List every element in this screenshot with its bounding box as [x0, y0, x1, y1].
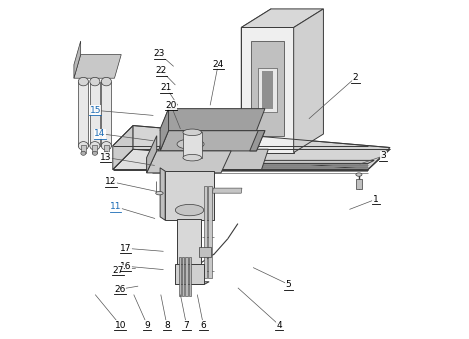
Ellipse shape — [183, 154, 202, 161]
Polygon shape — [147, 151, 231, 173]
Ellipse shape — [177, 139, 204, 149]
Polygon shape — [183, 132, 202, 158]
Polygon shape — [356, 179, 362, 189]
Polygon shape — [151, 160, 374, 163]
Ellipse shape — [101, 142, 112, 150]
Ellipse shape — [175, 204, 204, 216]
Polygon shape — [151, 171, 368, 172]
Text: 11: 11 — [110, 202, 121, 211]
Polygon shape — [133, 125, 390, 170]
Text: 23: 23 — [154, 49, 165, 58]
Polygon shape — [294, 9, 324, 153]
Polygon shape — [160, 108, 265, 131]
Polygon shape — [258, 68, 277, 112]
Polygon shape — [157, 136, 164, 170]
Text: 2: 2 — [353, 73, 358, 82]
Text: 12: 12 — [106, 177, 117, 186]
Text: 27: 27 — [112, 266, 123, 275]
Text: 13: 13 — [99, 153, 111, 162]
Polygon shape — [177, 219, 201, 274]
Text: 22: 22 — [156, 66, 167, 75]
Polygon shape — [199, 247, 211, 257]
Text: 26: 26 — [114, 285, 126, 294]
Text: 3: 3 — [380, 152, 386, 160]
Polygon shape — [185, 257, 188, 296]
Polygon shape — [175, 282, 209, 284]
Polygon shape — [74, 55, 121, 78]
Ellipse shape — [81, 151, 86, 155]
Polygon shape — [81, 145, 86, 153]
Polygon shape — [74, 41, 81, 78]
Text: 1: 1 — [373, 195, 378, 204]
Text: 16: 16 — [120, 262, 131, 271]
Polygon shape — [160, 108, 168, 151]
Text: 14: 14 — [94, 129, 106, 138]
Polygon shape — [204, 186, 207, 278]
Ellipse shape — [78, 77, 89, 86]
Ellipse shape — [156, 192, 163, 195]
Polygon shape — [250, 131, 265, 151]
Text: 7: 7 — [184, 321, 189, 330]
Polygon shape — [251, 41, 284, 136]
Polygon shape — [160, 168, 165, 220]
Polygon shape — [151, 168, 368, 169]
Ellipse shape — [356, 173, 362, 176]
Polygon shape — [78, 82, 89, 146]
Polygon shape — [189, 257, 191, 296]
Polygon shape — [92, 145, 98, 153]
Ellipse shape — [92, 151, 98, 155]
Polygon shape — [179, 257, 181, 296]
Polygon shape — [151, 166, 368, 167]
Ellipse shape — [90, 142, 100, 150]
Polygon shape — [175, 264, 204, 284]
Text: 8: 8 — [164, 321, 170, 330]
Polygon shape — [90, 82, 100, 146]
Text: 4: 4 — [276, 321, 282, 330]
Text: 5: 5 — [286, 280, 291, 289]
Ellipse shape — [90, 77, 100, 86]
Text: 10: 10 — [114, 321, 126, 330]
Polygon shape — [241, 9, 271, 153]
Text: 15: 15 — [90, 106, 101, 115]
Polygon shape — [151, 164, 368, 165]
Polygon shape — [147, 136, 157, 173]
Polygon shape — [157, 149, 268, 170]
Ellipse shape — [101, 77, 112, 86]
Polygon shape — [208, 186, 212, 278]
Polygon shape — [160, 131, 265, 151]
Ellipse shape — [104, 151, 109, 155]
Polygon shape — [101, 82, 112, 146]
Polygon shape — [165, 171, 214, 220]
Polygon shape — [113, 149, 390, 170]
Ellipse shape — [183, 129, 202, 136]
Polygon shape — [113, 125, 133, 170]
Polygon shape — [182, 257, 184, 296]
Text: 17: 17 — [120, 244, 131, 253]
Text: 9: 9 — [144, 321, 150, 330]
Ellipse shape — [78, 142, 89, 150]
Text: 21: 21 — [160, 83, 172, 92]
Polygon shape — [104, 145, 109, 153]
Text: 6: 6 — [201, 321, 206, 330]
Text: 20: 20 — [165, 101, 177, 110]
Polygon shape — [212, 188, 242, 193]
Text: 24: 24 — [212, 60, 224, 68]
Polygon shape — [241, 9, 324, 27]
Polygon shape — [241, 27, 294, 153]
Polygon shape — [262, 72, 273, 108]
